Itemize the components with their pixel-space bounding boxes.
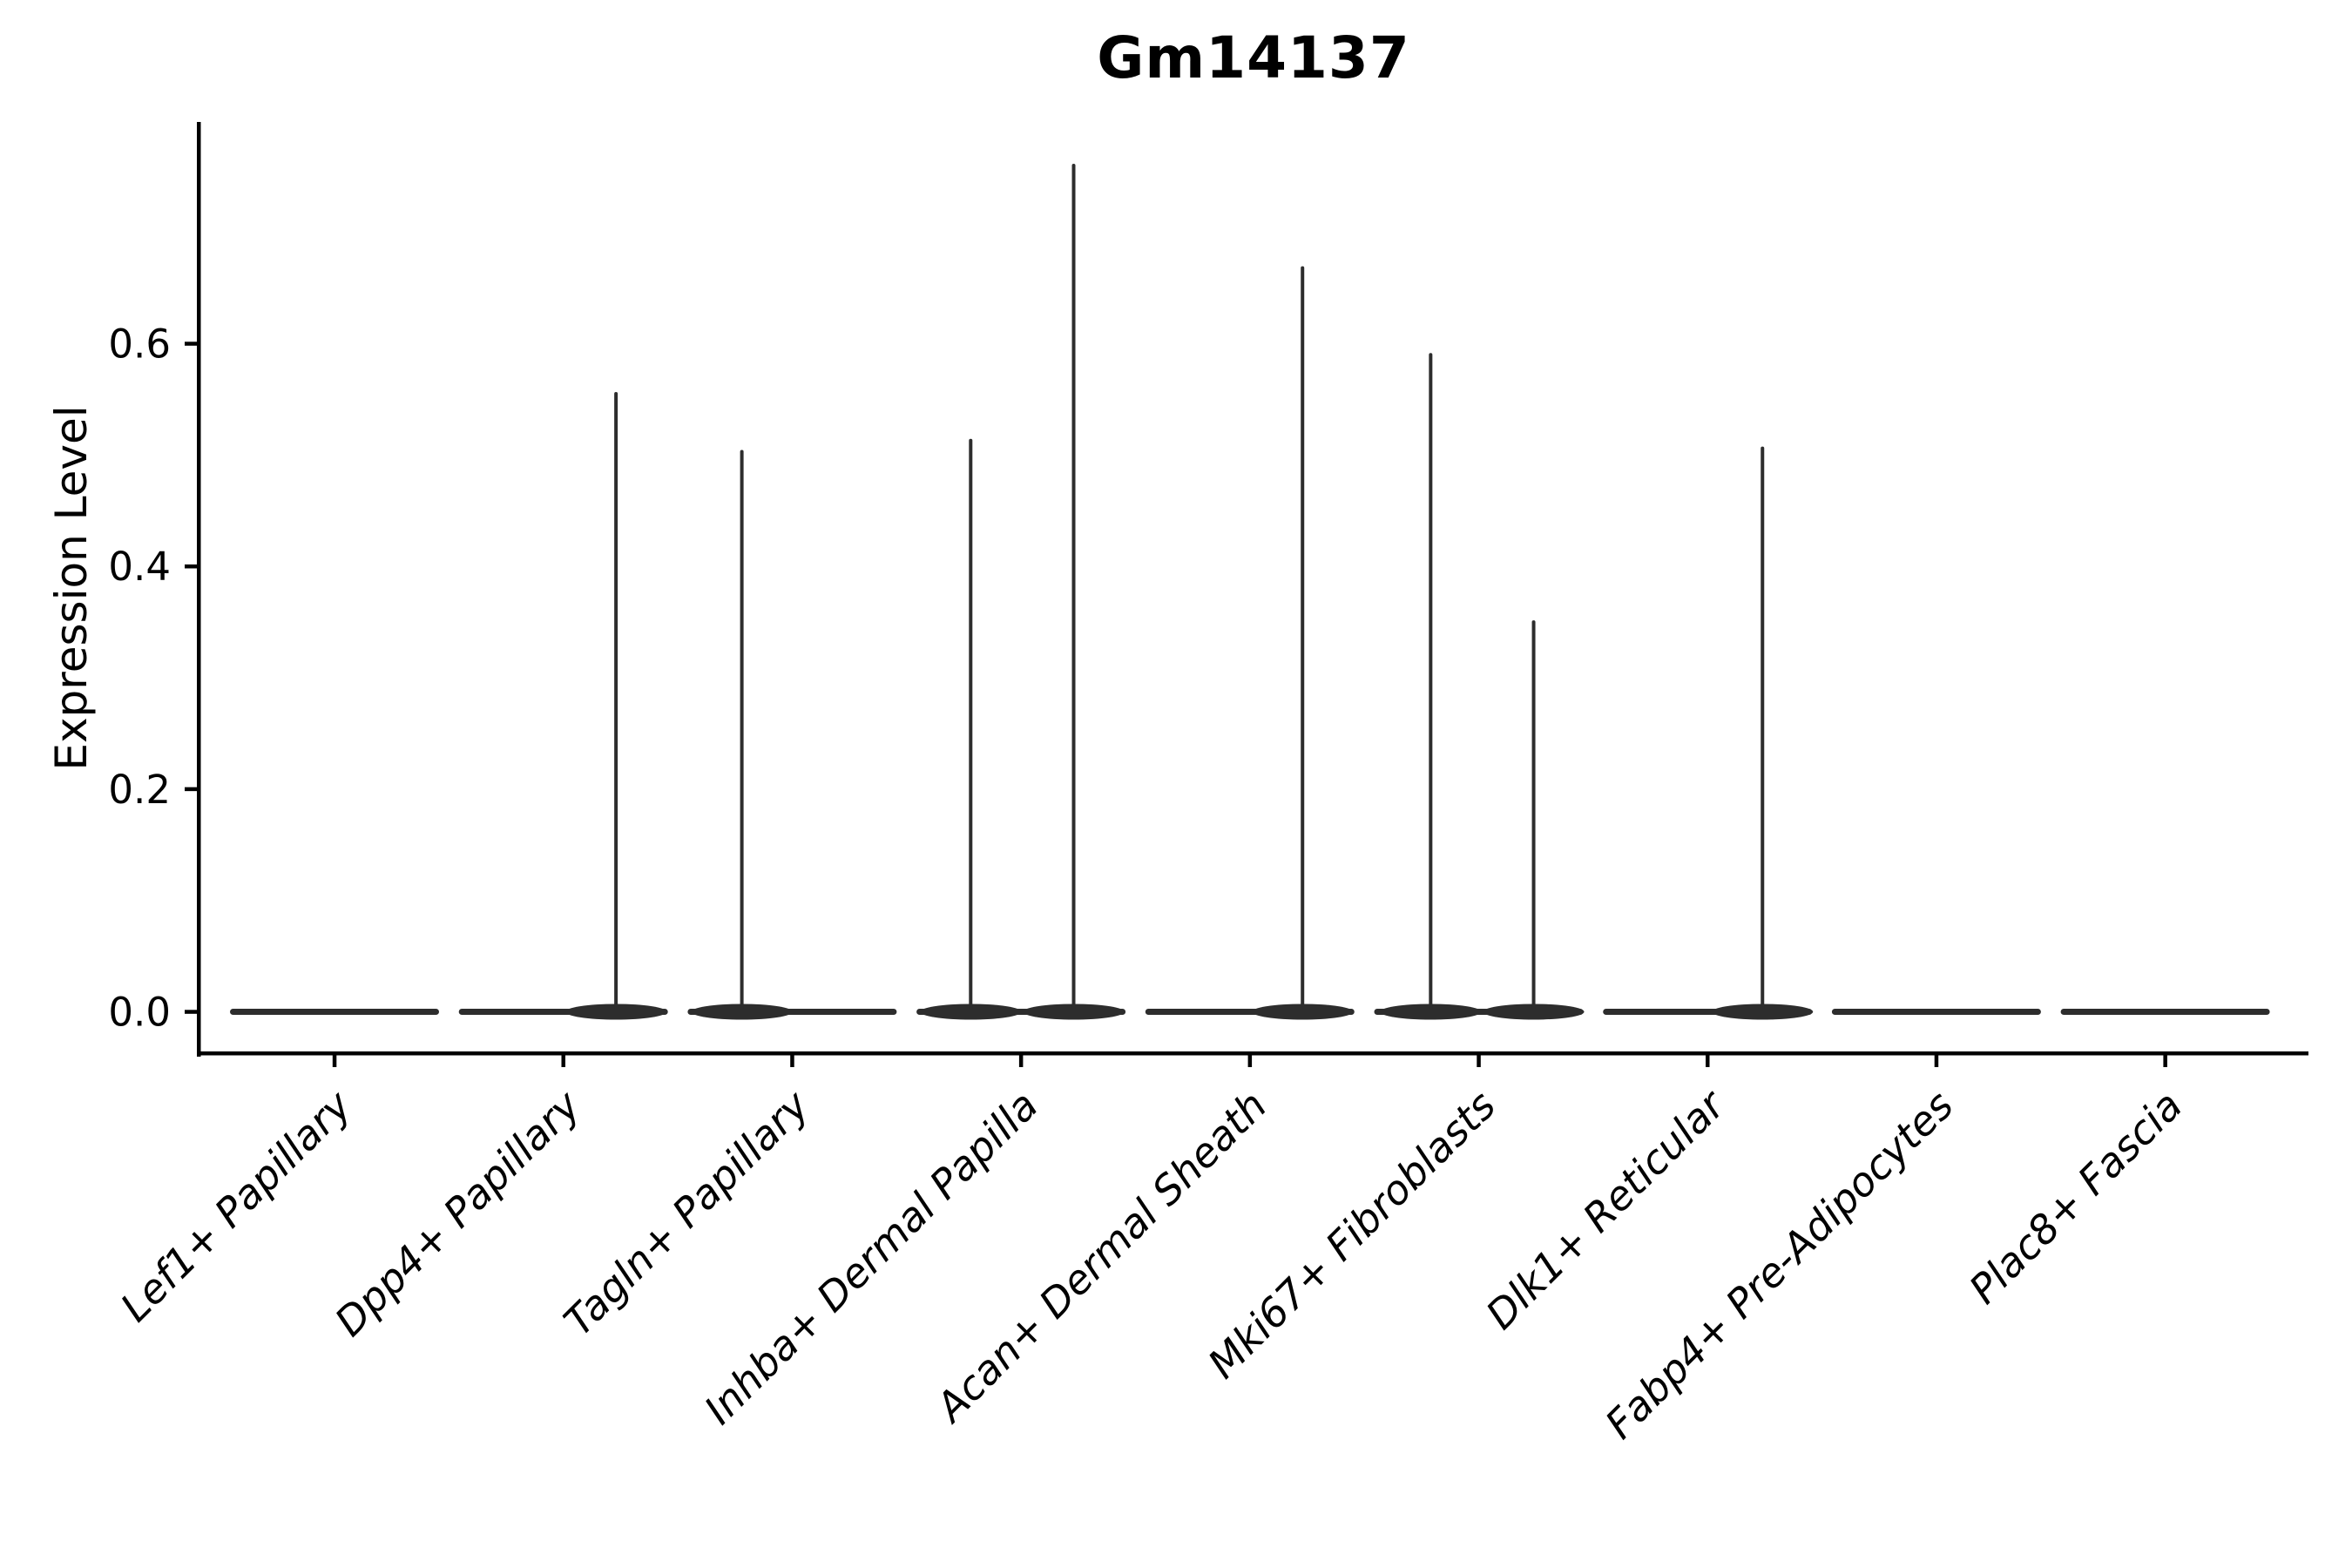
violin-body [458,1009,668,1015]
x-tick-label: Dpp4+ Papillary [326,1081,590,1345]
y-tick [185,564,197,569]
y-tick [185,1010,197,1014]
x-tick [2163,1055,2167,1067]
y-axis-spine [197,122,201,1057]
chart-title: Gm14137 [1097,24,1410,91]
violin-body [916,1009,1126,1015]
x-tick-label: Plac8+ Fascia [1960,1082,2191,1313]
violin-body [687,1009,897,1015]
violin-body [2060,1009,2270,1015]
violin-body [1831,1009,2041,1015]
x-tick [1706,1055,1710,1067]
x-axis-spine [197,1051,2308,1056]
x-tick [1934,1055,1939,1067]
y-tick-label: 0.0 [108,990,171,1036]
x-tick [561,1055,565,1067]
violin-body [1145,1009,1355,1015]
x-tick [790,1055,794,1067]
violin-body [1374,1009,1584,1015]
x-tick [332,1055,337,1067]
y-tick-label: 0.2 [108,767,171,813]
violin-body [1603,1009,1813,1015]
x-tick [1018,1055,1024,1067]
x-tick [1477,1055,1481,1067]
x-tick-label: Lef1+ Papillary [112,1081,361,1330]
x-tick [1247,1055,1253,1067]
violin-body [230,1009,439,1015]
y-tick-label: 0.4 [108,544,171,590]
y-tick-label: 0.6 [108,321,171,368]
x-tick-label: Dlk1+ Reticular [1477,1079,1735,1338]
y-tick [185,787,197,792]
y-tick [185,341,197,346]
x-tick-label: Tagln+ Papillary [555,1081,819,1345]
